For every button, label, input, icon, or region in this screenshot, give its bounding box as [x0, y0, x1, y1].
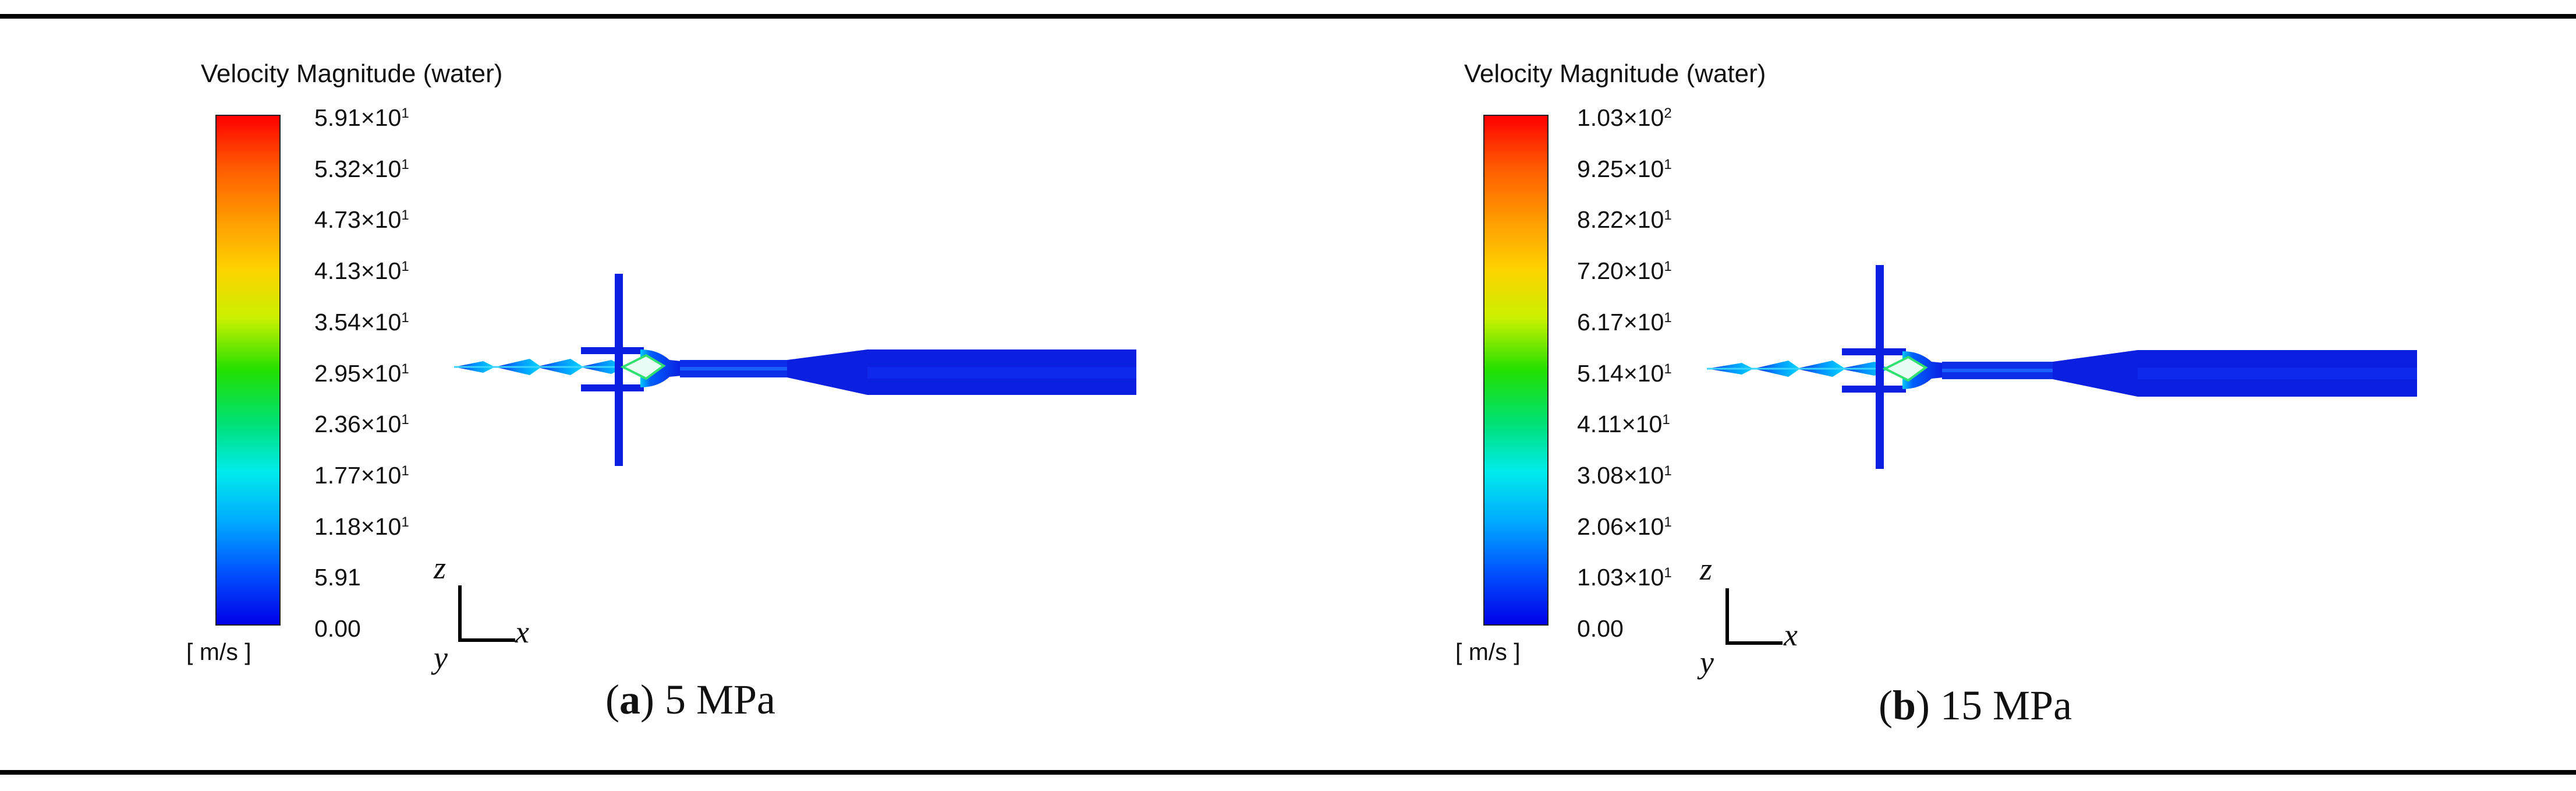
flange: [615, 274, 623, 466]
z-axis-label: z: [434, 550, 447, 585]
unit-label: [ m/s ]: [186, 638, 251, 665]
colorbar-tick-label: 5.14×101: [1577, 359, 1672, 387]
diffuser: [787, 349, 867, 395]
colorbar-tick-label: 4.13×101: [314, 257, 409, 285]
legend-title: Velocity Magnitude (water): [1464, 59, 1766, 88]
colorbar-tick-label: 1.03×101: [1577, 564, 1672, 591]
colorbar-tick-label: 3.54×101: [314, 308, 409, 336]
unit-label: [ m/s ]: [1455, 638, 1521, 665]
y-axis-label: y: [434, 640, 448, 675]
y-axis-label: y: [1700, 645, 1714, 680]
top-rule: [0, 14, 2576, 19]
colorbar-tick-label: 5.32×101: [314, 155, 409, 182]
colorbar-tick-label: 2.95×101: [314, 359, 409, 387]
colorbar: [215, 115, 281, 626]
colorbar-tick-label: 4.11×101: [1577, 411, 1670, 438]
legend-title: Velocity Magnitude (water): [201, 59, 503, 88]
colorbar-tick-label: 0.00: [314, 615, 361, 642]
x-axis-label: x: [1784, 617, 1798, 652]
colorbar-tick-label: 3.08×101: [1577, 461, 1672, 489]
axis-triad: [1725, 588, 1783, 645]
diffuser: [2053, 350, 2138, 397]
bottom-rule: [0, 770, 2576, 775]
jet-droplets: [1707, 361, 1889, 377]
caption: (a) 5 MPa: [605, 676, 775, 723]
colorbar-tick-label: 1.03×102: [1577, 104, 1672, 131]
z-axis-label: z: [1700, 552, 1713, 587]
colorbar-tick-label: 4.73×101: [314, 206, 409, 234]
caption: (b) 15 MPa: [1879, 682, 2072, 729]
flange: [1876, 265, 1884, 469]
colorbar-tick-label: 5.91×101: [314, 104, 409, 131]
panel-b: Velocity Magnitude (water) [ m/s ] z x y: [1288, 0, 2576, 791]
colorbar-tick-label: 5.91: [314, 564, 361, 591]
colorbar-tick-label: 6.17×101: [1577, 308, 1672, 336]
colorbar-tick-label: 1.77×101: [314, 461, 409, 489]
colorbar-tick-label: 9.25×101: [1577, 155, 1672, 182]
colorbar-tick-label: 2.06×101: [1577, 513, 1672, 540]
panel-a: Velocity Magnitude (water) [ m/s ] z x y: [186, 59, 1136, 723]
colorbar-tick-label: 8.22×101: [1577, 206, 1672, 234]
jet-pump-contour: [1707, 265, 2417, 469]
axis-triad: [458, 585, 515, 642]
colorbar-tick-label: 7.20×101: [1577, 257, 1672, 285]
colorbar: [1483, 115, 1549, 626]
x-axis-label: x: [515, 615, 529, 649]
jet-droplets: [454, 359, 626, 375]
colorbar-tick-label: 2.36×101: [314, 411, 409, 438]
colorbar-tick-label: 1.18×101: [314, 513, 409, 540]
colorbar-tick-label: 0.00: [1577, 615, 1624, 642]
jet-pump-contour: [454, 274, 1136, 466]
